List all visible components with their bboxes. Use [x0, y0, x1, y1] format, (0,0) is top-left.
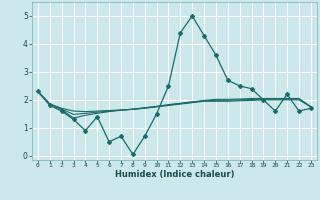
- X-axis label: Humidex (Indice chaleur): Humidex (Indice chaleur): [115, 170, 234, 179]
